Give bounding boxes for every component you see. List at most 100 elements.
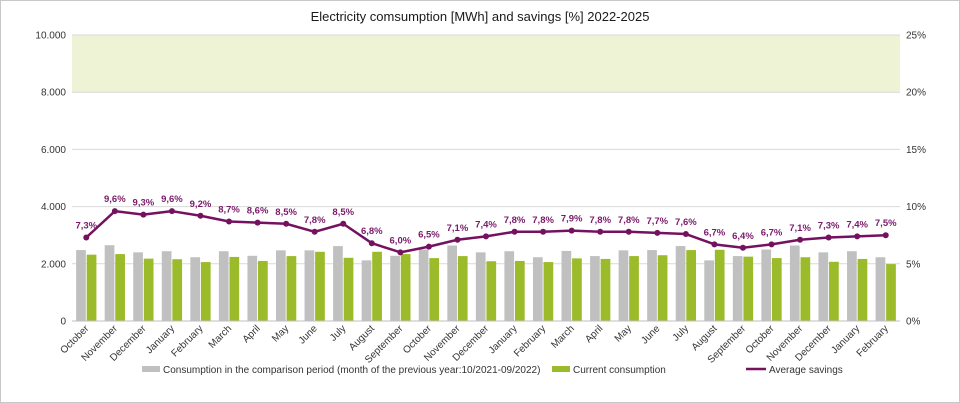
plot-band — [72, 35, 900, 93]
bar-comparison — [875, 257, 886, 321]
savings-data-label: 6,0% — [390, 235, 412, 246]
bar-current — [315, 251, 325, 321]
savings-point — [397, 249, 404, 256]
bar-current — [200, 262, 211, 321]
savings-data-label: 6,5% — [418, 230, 440, 241]
savings-data-label: 7,8% — [504, 215, 526, 226]
bar-comparison — [333, 246, 343, 321]
savings-data-label: 7,8% — [589, 215, 611, 226]
savings-point — [226, 218, 233, 225]
bar-comparison — [618, 250, 629, 321]
x-tick-label: February — [512, 323, 548, 359]
y-right-tick-label: 20% — [906, 88, 926, 99]
savings-data-label: 7,4% — [846, 219, 868, 230]
savings-data-label: 7,9% — [561, 214, 583, 225]
savings-data-label: 9,3% — [133, 198, 155, 209]
y-right-tick-label: 25% — [906, 31, 926, 42]
bar-current — [600, 258, 611, 321]
savings-point — [882, 232, 889, 239]
savings-point — [140, 211, 147, 218]
bar-comparison — [504, 251, 515, 321]
x-tick-label: February — [855, 323, 891, 359]
savings-point — [597, 228, 604, 235]
bar-current — [543, 262, 554, 321]
bar-current — [429, 258, 440, 321]
bar-comparison — [418, 249, 429, 321]
bar-comparison — [732, 256, 743, 321]
bar-current — [486, 261, 497, 321]
y-right-tick-label: 5% — [906, 259, 921, 270]
savings-data-label: 7,3% — [75, 220, 97, 231]
savings-data-label: 7,8% — [304, 215, 326, 226]
savings-point — [768, 241, 775, 248]
savings-data-label: 7,4% — [475, 219, 497, 230]
savings-data-label: 7,8% — [618, 215, 640, 226]
x-tick-label: February — [170, 323, 206, 359]
bar-comparison — [76, 250, 86, 321]
bar-current — [829, 261, 839, 321]
savings-point — [682, 231, 689, 238]
y-right-tick-label: 10% — [906, 202, 926, 213]
bar-comparison — [304, 250, 315, 321]
savings-data-label: 9,6% — [104, 194, 126, 205]
savings-point — [483, 233, 489, 240]
savings-data-label: 7,7% — [646, 216, 668, 227]
bar-comparison — [276, 250, 286, 321]
x-tick-label: April — [583, 323, 605, 345]
bar-current — [743, 256, 754, 321]
savings-point — [368, 240, 375, 247]
y-left-tick-label: 0 — [60, 317, 66, 328]
bar-current — [400, 254, 411, 321]
savings-point — [540, 228, 547, 235]
bar-current — [286, 256, 297, 321]
savings-point — [254, 219, 261, 226]
bar-current — [172, 259, 183, 321]
bar-comparison — [104, 245, 115, 321]
savings-data-label: 7,1% — [447, 223, 469, 234]
savings-point — [311, 228, 318, 235]
savings-data-label: 7,1% — [789, 223, 811, 234]
savings-point — [854, 233, 861, 240]
savings-point — [797, 236, 804, 243]
bar-current — [800, 257, 811, 321]
bar-current — [629, 256, 639, 321]
bar-comparison — [590, 256, 600, 321]
y-right-tick-label: 0% — [906, 317, 921, 328]
savings-data-label: 8,7% — [218, 204, 240, 215]
bar-current — [857, 258, 868, 321]
x-tick-label: April — [241, 323, 263, 345]
bar-current — [229, 256, 240, 321]
legend-label-comparison: Consumption in the comparison period (mo… — [163, 365, 540, 376]
x-tick-label: July — [328, 323, 348, 343]
bar-comparison — [161, 251, 172, 321]
bar-current — [143, 258, 154, 321]
y-left-tick-label: 10.000 — [35, 31, 66, 42]
bar-current — [657, 255, 668, 321]
bar-current — [372, 251, 382, 321]
x-tick-label: May — [270, 323, 291, 344]
savings-data-label: 6,4% — [732, 231, 754, 242]
savings-point — [625, 228, 632, 235]
bar-comparison — [390, 255, 400, 321]
y-left-tick-label: 2.000 — [41, 259, 66, 270]
savings-data-label: 6,7% — [761, 227, 783, 238]
savings-data-label: 8,5% — [332, 207, 354, 218]
savings-point — [83, 234, 90, 241]
bar-comparison — [847, 251, 857, 321]
bar-comparison — [818, 252, 829, 321]
savings-data-label: 6,7% — [704, 227, 726, 238]
x-tick-label: July — [671, 323, 691, 343]
bar-comparison — [361, 260, 372, 321]
bar-comparison — [704, 260, 714, 321]
savings-data-label: 8,6% — [247, 206, 269, 217]
bar-current — [258, 260, 268, 321]
x-tick-label: June — [297, 323, 320, 346]
y-left-tick-label: 4.000 — [41, 202, 66, 213]
savings-point — [168, 208, 175, 215]
savings-data-label: 7,6% — [675, 217, 697, 228]
legend-label-current: Current consumption — [573, 365, 666, 376]
legend-label-savings: Average savings — [769, 365, 843, 376]
savings-point — [568, 227, 575, 234]
savings-point — [739, 244, 746, 251]
